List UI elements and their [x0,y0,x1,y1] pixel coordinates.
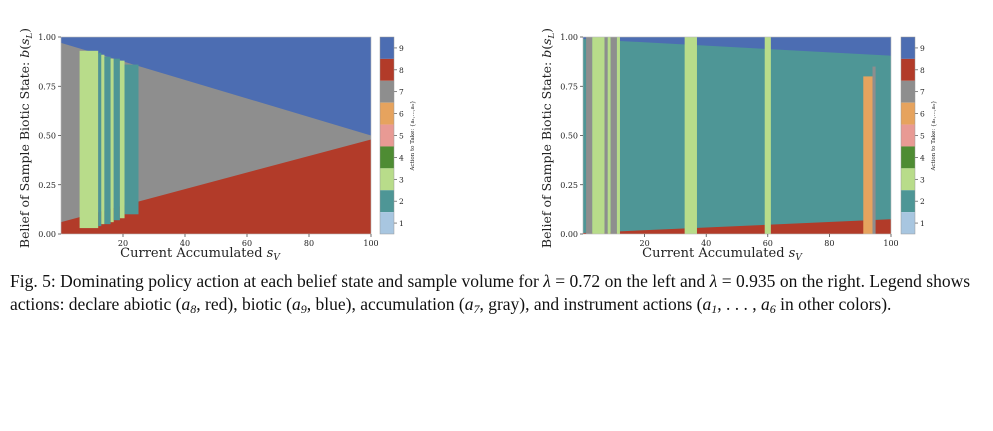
y-tick-label: 0.00 [560,230,578,239]
band-action-3 [101,54,105,225]
legend-label-6: 6 [399,110,404,119]
legend-title: Action to Take: {a₁,...,a₉} [410,100,416,171]
legend-label-9: 9 [399,44,404,53]
legend-label-9: 9 [920,44,925,53]
left-heatmap-panel: 0.00 0.25 0.50 0.75 1.00 20 40 60 80 100 [38,33,378,248]
legend-title: Action to Take: {a₁,...,a₉} [931,100,937,171]
band-action-7 [872,66,876,234]
legend-label-2: 2 [399,197,404,206]
legend-swatch-7 [901,80,915,103]
band-action-7 [604,37,608,234]
legend-swatch-1 [901,212,915,234]
legend-label-5: 5 [920,132,925,141]
legend-swatch-8 [380,58,394,81]
region-abiotic [583,219,891,234]
figure-canvas: 0.00 0.25 0.50 0.75 1.00 20 40 60 80 100 9 8 7 6 5 4 3 2… [17,28,937,263]
x-tick-label: 40 [180,239,190,248]
legend-label-8: 8 [920,66,925,75]
x-tick-label: 60 [242,239,252,248]
band-action-3 [119,60,125,219]
legend-label-5: 5 [399,132,404,141]
legend-label-2: 2 [920,197,925,206]
legend-swatch-2 [380,190,394,213]
region-biotic [583,37,891,56]
y-tick-label: 0.75 [38,82,56,91]
left-ylabel: Belief of Sample Biotic State: b(sL) [17,28,35,248]
legend-swatch-9 [380,37,394,59]
legend-swatch-4 [901,146,915,169]
x-tick-label: 40 [701,239,711,248]
legend-frame [379,36,395,235]
right-axis-labels: Current Accumulated sV Belief of Sample … [539,28,803,263]
legend-swatch-8 [901,58,915,81]
left-axis-labels: Current Accumulated sV Belief of Sample … [17,28,281,263]
right-xlabel: Current Accumulated sV [642,246,803,263]
y-tick-label: 0.25 [38,181,56,190]
band-action-3 [764,37,771,234]
x-tick-label: 100 [363,239,378,248]
legend-swatch-6 [380,102,394,125]
legend-swatch-1 [380,212,394,234]
legend-swatch-5 [901,124,915,147]
region-instrument [583,37,891,234]
left-xlabel: Current Accumulated sV [120,246,281,263]
left-legend-colorbar: 9 8 7 6 5 4 3 2 1 Action to Take: {a₁,...,a₉} [379,36,416,235]
legend-swatch-6 [901,102,915,125]
y-tick-label: 1.00 [560,33,578,42]
right-legend-colorbar: 9 8 7 6 5 4 3 2 1 Action to Take: {a₁,...,a₉} [900,36,937,235]
legend-swatch-3 [901,168,915,191]
band-action-2 [98,52,102,227]
x-tick-label: 20 [118,239,128,248]
band-action-2 [104,56,111,225]
legend-frame [900,36,916,235]
legend-swatch-5 [380,124,394,147]
y-tick-label: 0.75 [560,82,578,91]
band-action-3 [592,37,605,234]
band-action-3 [110,58,114,223]
legend-swatch-9 [901,37,915,59]
legend-label-4: 4 [399,153,404,162]
y-tick-label: 0.50 [560,132,578,141]
figure-number: Fig. 5: [10,271,56,291]
y-tick-label: 0.25 [560,181,578,190]
legend-label-7: 7 [399,88,404,97]
region-biotic [61,37,371,136]
band-action-3 [684,37,697,234]
legend-swatch-2 [901,190,915,213]
y-tick-label: 0.00 [38,230,56,239]
legend-label-3: 3 [399,175,404,184]
band-action-3 [616,37,620,234]
figure-caption: Fig. 5: Dominating policy action at each… [10,271,971,316]
right-heatmap-panel: 0.00 0.25 0.50 0.75 1.00 20 40 60 80 100 [560,33,898,248]
legend-label-1: 1 [399,219,404,228]
legend-label-4: 4 [920,153,925,162]
x-tick-label: 80 [304,239,314,248]
legend-label-7: 7 [920,88,925,97]
band-action-6 [863,76,873,235]
y-tick-label: 0.50 [38,132,56,141]
right-ylabel: Belief of Sample Biotic State: b(sL) [539,28,557,248]
band-action-2 [124,64,139,215]
band-action-3 [79,50,99,229]
band-action-7 [586,37,593,234]
legend-swatch-3 [380,168,394,191]
legend-label-6: 6 [920,110,925,119]
legend-label-3: 3 [920,175,925,184]
legend-swatch-4 [380,146,394,169]
legend-label-8: 8 [399,66,404,75]
x-tick-label: 80 [824,239,834,248]
band-action-7 [610,37,617,234]
x-tick-label: 60 [763,239,773,248]
legend-label-1: 1 [920,219,925,228]
x-tick-label: 100 [883,239,898,248]
band-action-3 [607,37,611,234]
legend-swatch-7 [380,80,394,103]
band-action-2 [113,58,120,221]
x-tick-label: 20 [640,239,650,248]
y-tick-label: 1.00 [38,33,56,42]
